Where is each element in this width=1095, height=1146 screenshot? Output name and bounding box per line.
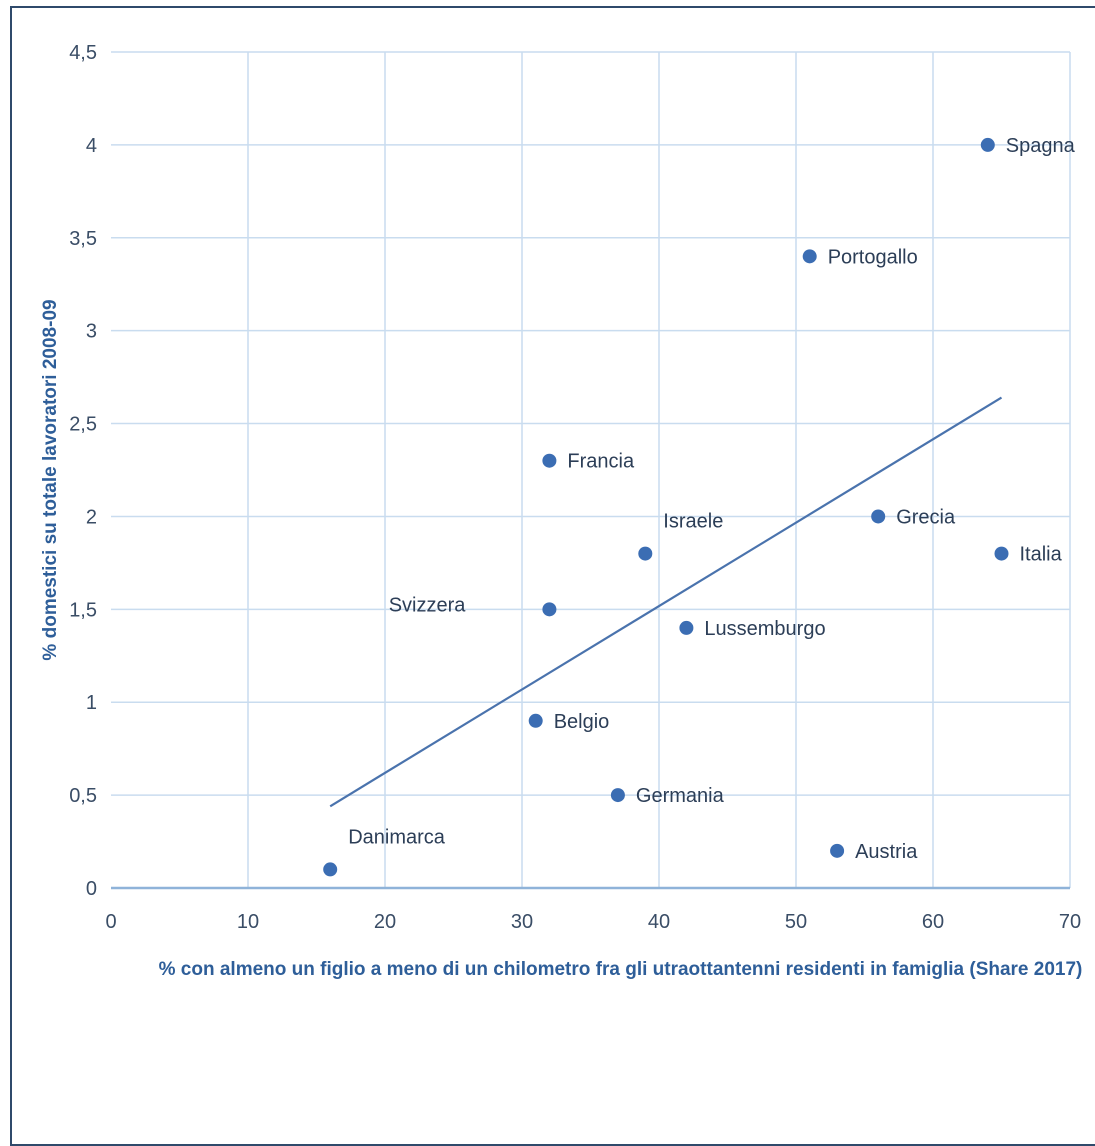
y-axis-title: % domestici su totale lavoratori 2008-09 <box>40 299 61 660</box>
data-point-marker <box>980 137 995 152</box>
y-tick-label: 1,5 <box>69 599 97 621</box>
data-point-marker <box>802 249 817 264</box>
x-tick-label: 40 <box>648 911 670 933</box>
scatter-chart: 0 10 20 30 40 50 60 70 0 0,5 1 1,5 2 2,5 3 3,5 4 4,5 Spa… <box>40 42 1083 980</box>
y-tick-label: 3 <box>86 321 97 343</box>
y-tick-label: 0,5 <box>69 785 97 807</box>
data-point-marker <box>830 843 845 858</box>
x-tick-label: 20 <box>374 911 396 933</box>
data-point-label: Svizzera <box>389 594 467 616</box>
data-point-marker <box>528 713 543 728</box>
data-point-label: Francia <box>567 451 635 473</box>
trendline <box>329 396 1003 808</box>
data-point-marker <box>679 620 694 635</box>
x-axis: 0 10 20 30 40 50 60 70 <box>105 886 1081 933</box>
data-point-label: Italia <box>1020 544 1063 566</box>
y-tick-label: 4,5 <box>69 42 97 64</box>
data-point-label: Belgio <box>554 711 610 733</box>
data-point-marker <box>610 788 625 803</box>
y-tick-label: 3,5 <box>69 228 97 250</box>
x-tick-label: 70 <box>1059 911 1081 933</box>
x-tick-label: 0 <box>105 911 116 933</box>
x-tick-label: 10 <box>237 911 259 933</box>
x-axis-title: % con almeno un figlio a meno di un chil… <box>159 959 1083 980</box>
y-tick-label: 2 <box>86 506 97 528</box>
x-tick-label: 60 <box>922 911 944 933</box>
y-tick-label: 1 <box>86 692 97 714</box>
data-point-label: Germania <box>636 785 725 807</box>
data-point-marker <box>323 862 338 877</box>
data-point-marker <box>994 546 1009 561</box>
y-axis: 0 0,5 1 1,5 2 2,5 3 3,5 4 4,5 <box>69 42 97 900</box>
data-point-marker <box>542 453 557 468</box>
data-point-marker <box>542 602 557 617</box>
y-tick-label: 0 <box>86 878 97 900</box>
data-point-label: Danimarca <box>348 826 446 848</box>
trendline-group <box>329 396 1003 808</box>
y-tick-label: 4 <box>86 135 97 157</box>
data-point-label: Lussemburgo <box>704 618 825 640</box>
grid-lines <box>111 51 1071 888</box>
x-tick-label: 50 <box>785 911 807 933</box>
data-point-label: Israele <box>663 511 723 533</box>
data-point-label: Austria <box>855 841 918 863</box>
data-point-marker <box>871 509 886 524</box>
x-tick-label: 30 <box>511 911 533 933</box>
data-point-marker <box>638 546 653 561</box>
data-point-label: Spagna <box>1006 135 1076 157</box>
data-points: Spagna Portogallo Francia Grecia Israele Ital… <box>323 135 1076 877</box>
data-point-label: Portogallo <box>828 246 918 268</box>
data-point-label: Grecia <box>896 506 956 528</box>
y-tick-label: 2,5 <box>69 414 97 436</box>
